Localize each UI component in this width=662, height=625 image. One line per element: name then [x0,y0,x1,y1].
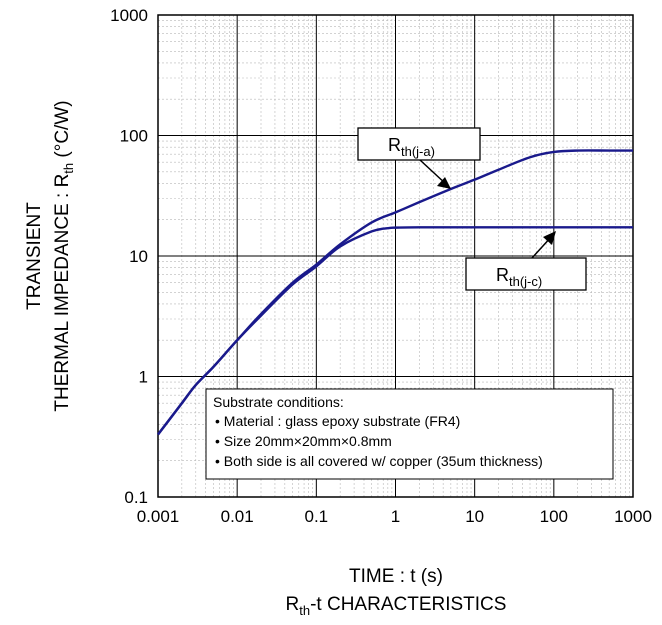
arrowhead-rth-jc [543,231,556,245]
y-tick-label: 1 [139,368,148,387]
x-tick-label: 0.01 [221,507,254,526]
y-tick-label: 10 [129,247,148,266]
substrate-line-3: • Both side is all covered w/ copper (35… [215,453,543,469]
x-axis-title: TIME : t (s) [349,566,443,587]
series-line-rth-jc [157,226,633,436]
x-tick-label: 0.001 [137,507,180,526]
y-tick-label: 0.1 [124,488,148,507]
x-tick-label: 10 [465,507,484,526]
y-tick-label: 100 [120,127,148,146]
svg-text:Rth(j-a): Rth(j-a) [388,135,435,159]
label-rth-jc: Rth(j-c) [465,231,587,291]
x-tick-label: 1 [391,507,400,526]
y-tick-labels: 0.1 1 10 100 1000 [110,6,148,507]
label-rth-jc-sub: th(j-c) [509,274,542,289]
label-rth-ja-main: R [388,135,401,155]
y-tick-label: 1000 [110,6,148,25]
series-lines [157,149,633,436]
arrowhead-rth-ja [437,177,451,189]
svg-text:Rth(j-c): Rth(j-c) [496,265,542,289]
label-rth-ja: Rth(j-a) [357,127,481,189]
y-axis-title-line2: THERMAL IMPEDANCE : Rth (°C/W) [52,100,76,411]
substrate-line-2: • Size 20mm×20mm×0.8mm [215,433,392,449]
x-tick-label: 1000 [614,507,652,526]
plot-frame [157,14,634,498]
x-tick-labels: 0.001 0.01 0.1 1 10 100 1000 [137,507,652,526]
y-axis-title-line1: TRANSIENT [24,202,45,310]
x-tick-label: 0.1 [305,507,329,526]
chart-caption: Rth-t CHARACTERISTICS [286,594,507,618]
x-tick-label: 100 [540,507,568,526]
label-rth-ja-sub: th(j-a) [401,144,435,159]
substrate-line-1: • Material : glass epoxy substrate (FR4) [215,413,460,429]
substrate-conditions-box: Substrate conditions: • Material : glass… [205,388,614,480]
substrate-title: Substrate conditions: [213,394,344,410]
label-rth-jc-main: R [496,265,509,285]
